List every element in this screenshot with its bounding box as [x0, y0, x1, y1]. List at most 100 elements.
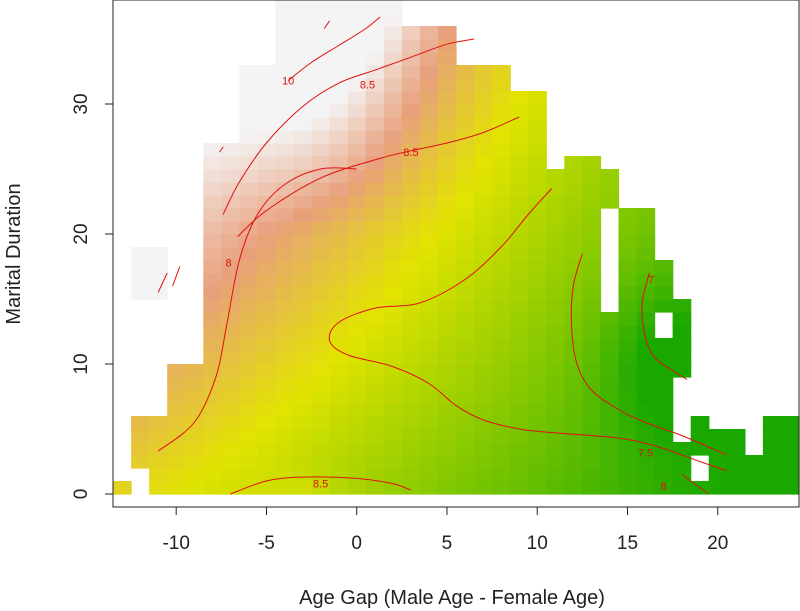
heatmap-cell: [311, 312, 331, 326]
heatmap-cell: [528, 143, 547, 157]
heatmap-cell: [149, 429, 168, 443]
heatmap-cell: [636, 286, 656, 300]
heatmap-cell: [347, 39, 367, 53]
heatmap-cell: [419, 481, 439, 495]
heatmap-cell: [365, 195, 385, 209]
heatmap-cell: [311, 338, 331, 352]
heatmap-cell: [221, 364, 240, 378]
heatmap-cell: [329, 247, 349, 261]
heatmap-cell: [365, 0, 385, 14]
heatmap-cell: [437, 117, 457, 131]
heatmap-cell: [383, 78, 403, 92]
heatmap-cell: [221, 429, 240, 443]
heatmap-cell: [257, 208, 277, 222]
heatmap-cell: [437, 39, 457, 53]
heatmap-cell: [528, 338, 547, 352]
heatmap-cell: [221, 182, 240, 196]
heatmap-cell: [401, 143, 421, 157]
heatmap-cell: [401, 182, 421, 196]
heatmap-cell: [780, 468, 800, 482]
heatmap-cell: [347, 338, 367, 352]
heatmap-cell: [510, 312, 529, 326]
heatmap-cell: [293, 78, 313, 92]
heatmap-cell: [492, 169, 511, 183]
heatmap-cell: [492, 234, 511, 248]
heatmap-cell: [672, 481, 692, 495]
heatmap-cell: [528, 481, 547, 495]
heatmap-cell: [492, 468, 511, 482]
heatmap-cell: [419, 312, 439, 326]
heatmap-cell: [582, 221, 602, 235]
heatmap-cell: [275, 403, 295, 417]
heatmap-cell: [329, 26, 349, 40]
heatmap-cell: [257, 247, 277, 261]
heatmap-cell: [474, 442, 493, 456]
heatmap-cell: [492, 208, 511, 222]
heatmap-cell: [167, 416, 186, 430]
heatmap-cell: [257, 143, 277, 157]
heatmap-cell: [582, 377, 602, 391]
heatmap-cell: [510, 338, 529, 352]
heatmap-cell: [275, 26, 295, 40]
heatmap-cell: [329, 0, 349, 14]
heatmap-cell: [275, 91, 295, 105]
heatmap-cell: [275, 0, 295, 14]
heatmap-cell: [564, 390, 583, 404]
heatmap-cell: [239, 455, 259, 469]
x-tick-label: 0: [351, 533, 362, 554]
heatmap-cell: [456, 416, 475, 430]
heatmap-cell: [528, 247, 547, 261]
heatmap-cell: [492, 182, 511, 196]
heatmap-cell: [329, 104, 349, 118]
heatmap-cell: [149, 260, 168, 274]
heatmap-cell: [474, 169, 493, 183]
heatmap-cell: [419, 247, 439, 261]
heatmap-cell: [618, 364, 638, 378]
heatmap-cell: [311, 442, 331, 456]
heatmap-cell: [474, 403, 493, 417]
heatmap-cell: [510, 442, 529, 456]
heatmap-cell: [636, 260, 656, 274]
heatmap-cell: [293, 442, 313, 456]
heatmap-cell: [401, 39, 421, 53]
heatmap-cell: [401, 130, 421, 144]
heatmap-cell: [239, 338, 259, 352]
heatmap-cell: [456, 104, 475, 118]
contour-line-8.5: [230, 476, 412, 495]
heatmap-cell: [329, 273, 349, 287]
heatmap-cell: [329, 91, 349, 105]
heatmap-cell: [510, 208, 529, 222]
heatmap-cell: [347, 312, 367, 326]
heatmap-cell: [654, 403, 674, 417]
heatmap-cell: [672, 351, 692, 365]
heatmap-cell: [383, 442, 403, 456]
heatmap-cell: [185, 377, 204, 391]
heatmap-cell: [293, 351, 313, 365]
heatmap-cell: [401, 325, 421, 339]
heatmap-cell: [275, 481, 295, 495]
contour-line-10: [323, 20, 331, 29]
heatmap-cell: [419, 26, 439, 40]
heatmap-cell: [564, 338, 583, 352]
heatmap-cell: [600, 390, 620, 404]
heatmap-cell: [221, 442, 240, 456]
heatmap-cell: [437, 260, 457, 274]
heatmap-cell: [401, 221, 421, 235]
heatmap-cell: [167, 364, 186, 378]
heatmap-cell: [365, 91, 385, 105]
heatmap-cell: [474, 468, 493, 482]
heatmap-cell: [474, 260, 493, 274]
heatmap-cell: [275, 377, 295, 391]
heatmap-cell: [221, 377, 240, 391]
heatmap-cell: [383, 143, 403, 157]
heatmap-cell: [510, 247, 529, 261]
heatmap-cell: [293, 117, 313, 131]
heatmap-cell: [618, 299, 638, 313]
heatmap-cell: [492, 312, 511, 326]
heatmap-cell: [510, 455, 529, 469]
heatmap-cell: [347, 468, 367, 482]
heatmap-cell: [419, 364, 439, 378]
heatmap-cell: [365, 312, 385, 326]
heatmap-cell: [564, 182, 583, 196]
heatmap-cell: [401, 481, 421, 495]
